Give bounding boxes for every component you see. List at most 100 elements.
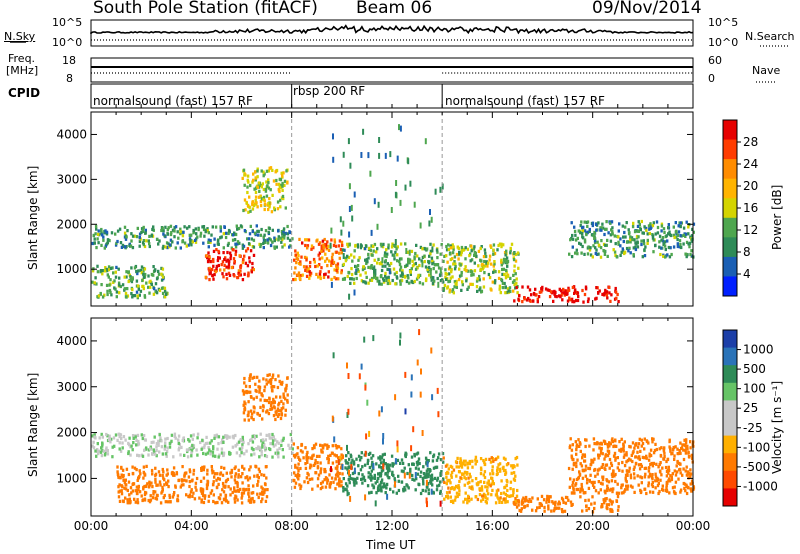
heatmap-cell xyxy=(536,497,539,501)
heatmap-cell xyxy=(608,285,611,289)
heatmap-cell xyxy=(259,243,263,247)
heatmap-cell xyxy=(382,438,384,445)
heatmap-cell xyxy=(612,487,615,491)
heatmap-cell xyxy=(450,470,454,474)
heatmap-cell xyxy=(431,478,434,482)
heatmap-cell xyxy=(630,453,633,457)
heatmap-cell xyxy=(320,249,323,253)
heatmap-cell xyxy=(202,476,206,480)
heatmap-cell xyxy=(342,486,345,490)
heatmap-cell xyxy=(332,260,336,264)
heatmap-cell xyxy=(236,484,239,488)
heatmap-cell xyxy=(360,363,363,370)
heatmap-cell xyxy=(242,403,245,407)
heatmap-cell xyxy=(133,294,137,298)
heatmap-cell xyxy=(395,180,398,186)
heatmap-cell xyxy=(371,253,374,257)
heatmap-cell xyxy=(511,280,515,284)
heatmap-cell xyxy=(431,459,435,463)
heatmap-cell xyxy=(528,497,531,502)
heatmap-cell xyxy=(576,477,580,481)
heatmap-cell xyxy=(251,180,254,184)
heatmap-cell xyxy=(317,242,321,246)
heatmap-cell xyxy=(326,240,329,244)
heatmap-cell xyxy=(92,440,95,444)
heatmap-cell xyxy=(322,275,326,279)
heatmap-cell xyxy=(677,477,680,481)
heatmap-cell xyxy=(151,472,154,476)
heatmap-cell xyxy=(116,472,120,476)
heatmap-cell xyxy=(120,436,123,441)
heatmap-cell xyxy=(305,274,309,278)
heatmap-cell xyxy=(382,280,386,284)
heatmap-cell xyxy=(573,225,576,229)
heatmap-cell xyxy=(657,465,660,469)
heatmap-cell xyxy=(135,290,139,294)
heatmap-cell xyxy=(478,278,481,282)
heatmap-cell xyxy=(621,249,625,253)
heatmap-cell xyxy=(415,243,418,247)
heatmap-cell xyxy=(150,234,153,238)
heatmap-cell xyxy=(305,258,308,262)
heatmap-cell xyxy=(169,232,173,237)
heatmap-cell xyxy=(365,275,368,279)
heatmap-cell xyxy=(359,273,362,277)
heatmap-cell xyxy=(252,397,255,401)
heatmap-cell xyxy=(622,447,625,451)
heatmap-cell xyxy=(130,266,133,270)
heatmap-cell xyxy=(230,475,233,479)
heatmap-cell xyxy=(614,458,617,462)
heatmap-cell xyxy=(315,272,318,276)
heatmap-cell xyxy=(362,280,365,284)
heatmap-cell xyxy=(458,470,461,474)
heatmap-cell xyxy=(360,279,364,283)
heatmap-cell xyxy=(127,441,130,445)
heatmap-cell xyxy=(243,376,246,381)
heatmap-cell xyxy=(96,237,99,241)
heatmap-cell xyxy=(640,444,643,448)
heatmap-cell xyxy=(610,438,614,442)
heatmap-cell xyxy=(367,471,370,475)
heatmap-cell xyxy=(362,475,366,479)
heatmap-cell xyxy=(158,480,162,484)
heatmap-cell xyxy=(234,444,238,448)
heatmap-cell xyxy=(196,453,199,457)
heatmap-cell xyxy=(622,235,625,239)
heatmap-cell xyxy=(350,267,353,271)
heatmap-cell xyxy=(227,231,230,236)
heatmap-cell xyxy=(400,257,403,261)
heatmap-cell xyxy=(597,243,601,247)
heatmap-cell xyxy=(164,292,168,296)
heatmap-cell xyxy=(136,226,139,230)
heatmap-cell xyxy=(513,279,516,283)
heatmap-cell xyxy=(192,228,195,233)
heatmap-cell xyxy=(237,226,241,231)
heatmap-cell xyxy=(127,472,131,477)
heatmap-cell xyxy=(457,465,461,469)
heatmap-cell xyxy=(584,464,588,468)
heatmap-cell xyxy=(384,491,387,495)
heatmap-cell xyxy=(242,487,245,491)
heatmap-cell xyxy=(480,488,484,492)
heatmap-cell xyxy=(286,232,290,236)
heatmap-cell xyxy=(607,231,610,235)
heatmap-cell xyxy=(628,469,631,473)
heatmap-cell xyxy=(279,416,283,421)
heatmap-cell xyxy=(500,479,503,483)
heatmap-cell xyxy=(273,206,276,210)
heatmap-cell xyxy=(248,377,251,381)
heatmap-cell xyxy=(277,451,280,455)
heatmap-cell xyxy=(142,498,145,502)
heatmap-cell xyxy=(445,495,448,499)
heatmap-cell xyxy=(177,448,180,452)
heatmap-cell xyxy=(228,259,231,263)
heatmap-cell xyxy=(304,446,307,450)
heatmap-cell xyxy=(448,252,452,256)
heatmap-cell xyxy=(176,494,180,498)
heatmap-cell xyxy=(167,485,170,489)
heatmap-cell xyxy=(491,280,494,284)
heatmap-cell xyxy=(486,264,489,268)
heatmap-cell xyxy=(286,224,289,229)
heatmap-cell xyxy=(279,236,283,240)
heatmap-cell xyxy=(489,460,493,464)
